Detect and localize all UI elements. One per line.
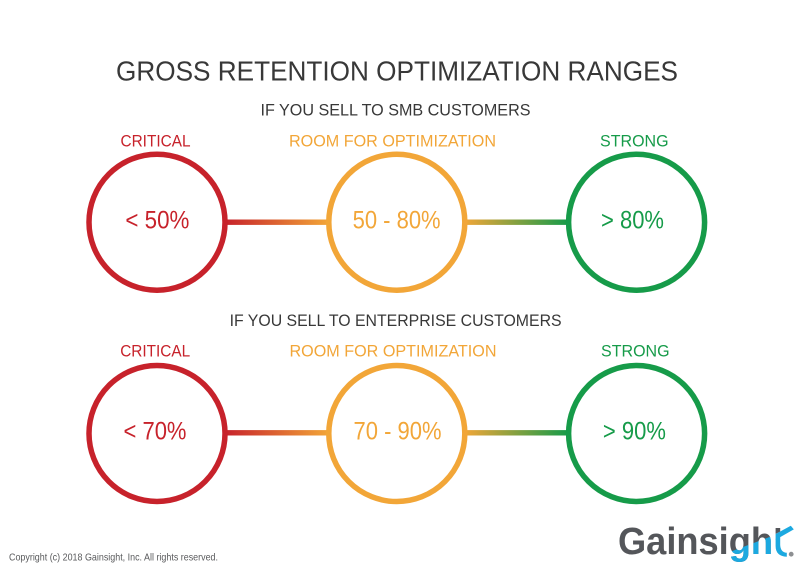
svg-text:STRONG: STRONG bbox=[601, 342, 670, 361]
svg-text:> 80%: > 80% bbox=[601, 207, 664, 235]
svg-text:< 70%: < 70% bbox=[124, 418, 187, 446]
svg-text:< 50%: < 50% bbox=[125, 207, 189, 235]
svg-text:IF YOU SELL TO SMB CUSTOMERS: IF YOU SELL TO SMB CUSTOMERS bbox=[261, 101, 531, 120]
svg-text:IF YOU SELL TO ENTERPRISE CUST: IF YOU SELL TO ENTERPRISE CUSTOMERS bbox=[230, 311, 562, 330]
svg-text:GROSS RETENTION OPTIMIZATION R: GROSS RETENTION OPTIMIZATION RANGES bbox=[116, 56, 678, 87]
svg-text:CRITICAL: CRITICAL bbox=[120, 342, 190, 361]
svg-text:Gainsigh: Gainsigh bbox=[618, 521, 773, 563]
svg-text:70 - 90%: 70 - 90% bbox=[354, 418, 442, 446]
svg-text:50 - 80%: 50 - 80% bbox=[353, 207, 441, 235]
svg-text:> 90%: > 90% bbox=[603, 418, 666, 446]
svg-text:ROOM FOR OPTIMIZATION: ROOM FOR OPTIMIZATION bbox=[289, 132, 496, 151]
svg-text:ROOM FOR OPTIMIZATION: ROOM FOR OPTIMIZATION bbox=[290, 342, 497, 361]
svg-text:CRITICAL: CRITICAL bbox=[121, 132, 191, 151]
svg-text:STRONG: STRONG bbox=[600, 132, 669, 151]
svg-text:Copyright (c) 2018 Gainsight,: Copyright (c) 2018 Gainsight, Inc. All r… bbox=[9, 552, 218, 564]
